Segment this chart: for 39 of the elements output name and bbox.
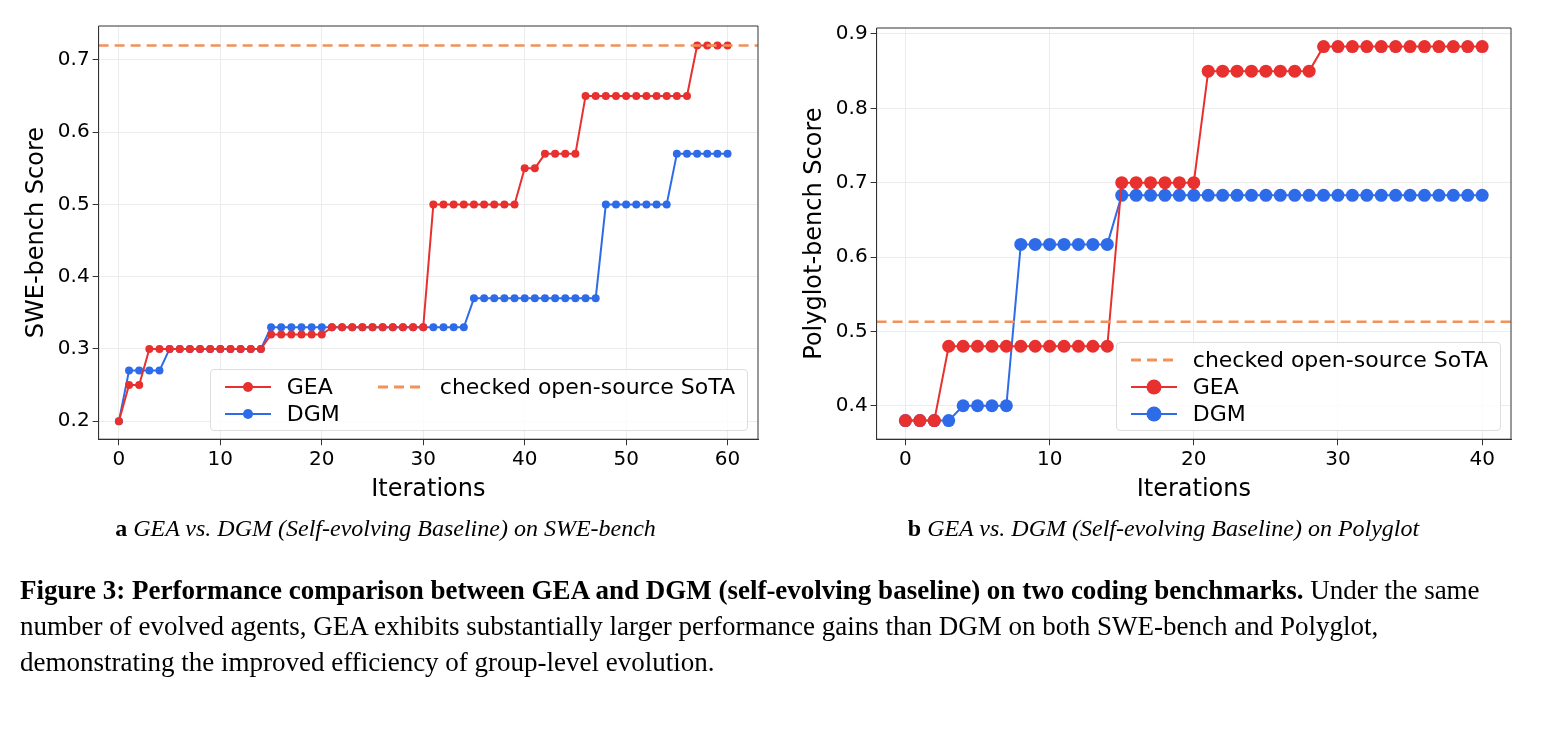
x-tick-label: 40 [511, 446, 538, 471]
y-tick-label: 0.2 [57, 407, 90, 432]
legend-label: checked open-source SoTA [439, 374, 735, 400]
y-tick-label: 0.9 [835, 20, 868, 45]
y-tick-label: 0.6 [835, 243, 868, 268]
x-axis-title: Iterations [371, 473, 486, 502]
x-tick-label: 60 [714, 446, 741, 471]
x-tick-label: 20 [309, 446, 335, 471]
caption: Figure 3: Performance comparison between GEA and DGM (self-evolving baseline) on two coding benchmarks. [20, 575, 1304, 605]
x-tick-label: 20 [1181, 446, 1207, 471]
x-tick-label: 30 [410, 446, 436, 471]
legend-label: DGM [1192, 401, 1246, 427]
x-axis-title: Iterations [1136, 473, 1251, 502]
legend-label: DGM [286, 401, 340, 427]
y-axis-title: SWE-bench Score [20, 126, 49, 339]
text: a [115, 515, 128, 541]
x-tick-label: 10 [1036, 446, 1063, 471]
y-tick-label: 0.4 [835, 391, 868, 416]
x-tick-label: 0 [112, 446, 126, 471]
text: b [907, 515, 922, 541]
text: GEA vs. DGM (Self-evolving Baseline) on SWE-bench [133, 515, 656, 541]
y-tick-label: 0.3 [57, 335, 90, 360]
y-axis-title: Polyglot-bench Score [798, 107, 827, 360]
y-tick-label: 0.7 [835, 168, 868, 193]
text: GEA vs. DGM (Self-evolving Baseline) on Polyglot [927, 515, 1420, 541]
legend-label: checked open-source SoTA [1192, 347, 1488, 373]
y-tick-label: 0.7 [57, 46, 90, 71]
y-tick-label: 0.6 [57, 118, 90, 143]
y-tick-label: 0.5 [57, 190, 90, 215]
y-tick-label: 0.5 [835, 317, 868, 342]
legend-label: GEA [1192, 374, 1239, 400]
y-tick-label: 0.4 [57, 262, 90, 287]
x-tick-label: 50 [613, 446, 639, 471]
x-tick-label: 10 [207, 446, 234, 471]
x-tick-label: 0 [899, 446, 912, 471]
x-tick-label: 40 [1469, 446, 1495, 471]
x-tick-label: 30 [1325, 446, 1351, 471]
y-tick-label: 0.8 [835, 94, 868, 119]
legend-label: GEA [286, 374, 333, 400]
